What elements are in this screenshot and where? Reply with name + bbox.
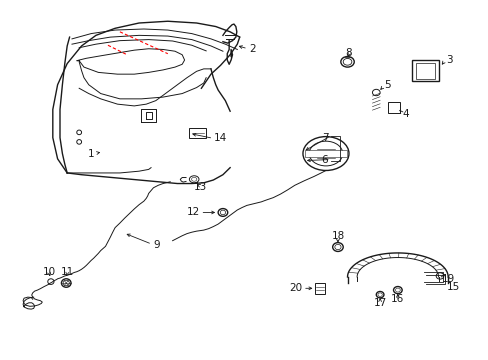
Text: 1: 1: [87, 149, 94, 158]
Ellipse shape: [218, 208, 227, 216]
Text: 16: 16: [390, 294, 404, 304]
Ellipse shape: [332, 243, 343, 251]
Text: 3: 3: [445, 55, 451, 65]
Bar: [387, 102, 399, 113]
Text: 2: 2: [249, 45, 255, 54]
Ellipse shape: [372, 89, 379, 96]
Text: 9: 9: [153, 240, 160, 250]
Ellipse shape: [77, 130, 81, 135]
Text: 19: 19: [441, 274, 454, 284]
Text: 18: 18: [331, 231, 344, 242]
Text: 5: 5: [384, 80, 390, 90]
Text: 15: 15: [446, 282, 459, 292]
Text: 14: 14: [213, 133, 226, 143]
Ellipse shape: [189, 176, 199, 183]
Text: 7: 7: [321, 133, 327, 143]
Text: 11: 11: [61, 267, 74, 277]
Text: 6: 6: [321, 154, 327, 165]
Bar: [305, 150, 346, 157]
Ellipse shape: [376, 292, 383, 298]
Ellipse shape: [343, 58, 351, 65]
Ellipse shape: [61, 279, 71, 287]
Ellipse shape: [395, 288, 399, 292]
Text: 13: 13: [193, 182, 206, 192]
Ellipse shape: [435, 273, 443, 279]
Text: 12: 12: [187, 207, 200, 217]
Ellipse shape: [63, 280, 69, 286]
Ellipse shape: [48, 279, 54, 284]
Bar: [314, 283, 325, 294]
Bar: [411, 60, 438, 81]
Ellipse shape: [308, 141, 342, 166]
Ellipse shape: [334, 244, 340, 250]
Ellipse shape: [393, 287, 401, 294]
Ellipse shape: [77, 140, 81, 144]
Ellipse shape: [303, 136, 348, 171]
Ellipse shape: [377, 293, 382, 296]
Bar: [189, 129, 206, 138]
Ellipse shape: [220, 210, 225, 215]
Text: 17: 17: [373, 298, 386, 309]
Text: 10: 10: [42, 267, 56, 277]
Text: 20: 20: [288, 283, 302, 293]
Text: 4: 4: [402, 109, 408, 119]
Ellipse shape: [191, 177, 196, 181]
Bar: [415, 63, 434, 79]
Ellipse shape: [340, 57, 353, 67]
Text: 8: 8: [345, 48, 351, 58]
